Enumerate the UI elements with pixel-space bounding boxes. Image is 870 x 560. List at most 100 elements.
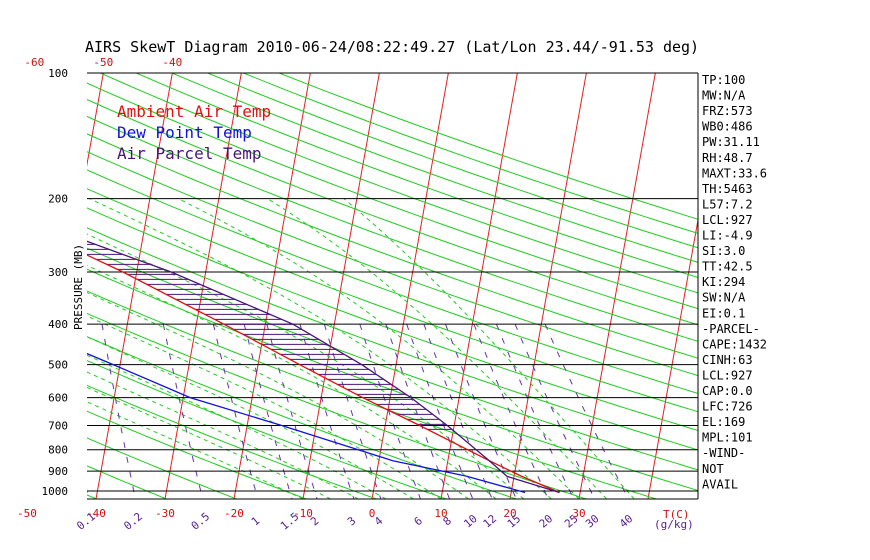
chart-title: AIRS SkewT Diagram 2010-06-24/08:22:49.2… <box>85 38 699 56</box>
moist-adiabat-line <box>87 291 469 499</box>
dry-adiabat-line <box>100 73 698 294</box>
bottom-temp-tick-label: 0 <box>369 507 376 520</box>
mixing-ratio-line <box>266 324 318 499</box>
bottom-temp-tick-label: 20 <box>503 507 516 520</box>
stat-entry: LI:-4.9 <box>702 229 753 243</box>
ambient-air-temp-line <box>87 254 560 494</box>
stat-entry: CAP:0.0 <box>702 384 753 398</box>
stat-entry: L57:7.2 <box>702 197 753 211</box>
legend-entry: Air Parcel Temp <box>117 144 262 163</box>
moist-adiabat-line <box>87 233 525 499</box>
mixing-ratio-label: 30 <box>583 512 602 530</box>
bottom-temperature-tick-labels: -50 -40 -30 -20 -10 0 10 20 30 <box>17 507 586 520</box>
pressure-tick-label: 1000 <box>42 485 69 498</box>
y-axis-label: PRESSURE (MB) <box>72 244 85 330</box>
isotherm-line <box>95 73 173 499</box>
isotherm-line <box>0 73 34 499</box>
dry-adiabat-line <box>87 82 698 310</box>
dry-adiabat-line <box>136 73 698 279</box>
dry-adiabat-line <box>87 188 698 413</box>
pressure-tick-label: 900 <box>48 465 68 478</box>
mixing-ratio-line <box>101 324 136 499</box>
dry-adiabat-line <box>87 207 698 432</box>
mixing-ratio-label: 12 <box>481 512 500 530</box>
mixing-ratio-line <box>385 324 451 499</box>
legend-entry: Dew Point Temp <box>117 123 252 142</box>
mixing-ratio-line <box>406 324 474 499</box>
stat-entry: MAXT:33.6 <box>702 166 767 180</box>
bottom-temp-tick-label: 30 <box>572 507 585 520</box>
mixing-ratio-line <box>323 324 382 499</box>
bottom-temp-tick-label: -20 <box>224 507 244 520</box>
dry-adiabat-line <box>243 73 698 234</box>
mixing-ratio-line <box>423 324 493 499</box>
stat-entry: EL:169 <box>702 415 745 429</box>
background-grid <box>0 73 862 499</box>
plot-frame <box>87 73 699 500</box>
top-temp-tick-label: -50 <box>93 56 113 69</box>
mixing-ratio-line <box>299 324 355 499</box>
isotherm-line <box>302 73 380 499</box>
stat-entry: SW:N/A <box>702 291 746 305</box>
pressure-tick-label: 400 <box>48 318 68 331</box>
stat-entry: TH:5463 <box>702 182 753 196</box>
stat-entry: -PARCEL- <box>702 322 760 336</box>
mixing-ratio-label: 6 <box>412 514 425 528</box>
dry-adiabat-line <box>87 115 698 342</box>
pressure-tick-label: 300 <box>48 266 68 279</box>
dry-adiabat-line <box>87 410 307 499</box>
moist-adiabat-line <box>343 198 635 499</box>
mixing-ratio-line <box>359 324 421 499</box>
dew-point-temp-line <box>87 352 526 494</box>
top-temperature-tick-labels: -120-110-100-90-80-70-60-50-40 <box>24 56 182 69</box>
mixing-ratio-label: 2 <box>308 514 321 528</box>
stat-entry: NOT <box>702 462 724 476</box>
stat-entry: RH:48.7 <box>702 151 753 165</box>
bottom-temp-tick-label: -30 <box>155 507 175 520</box>
pressure-tick-label: 800 <box>48 444 68 457</box>
dry-adiabat-line <box>87 465 167 499</box>
mixing-ratio-label: 4 <box>372 514 386 528</box>
mixing-ratio-line <box>162 324 204 499</box>
isotherm-line <box>233 73 311 499</box>
mixing-ratio-line <box>495 324 575 499</box>
bottom-temp-tick-label: -10 <box>293 507 313 520</box>
mixing-ratio-line <box>445 324 517 499</box>
stat-entry: SI:3.0 <box>702 244 745 258</box>
bottom-temp-tick-label: 10 <box>434 507 447 520</box>
mixing-ratio-line <box>212 324 259 499</box>
isotherm-line <box>440 73 518 499</box>
isotherm-line <box>509 73 587 499</box>
mixing-ratio-line <box>514 324 596 499</box>
moist-adiabat-line <box>89 198 552 499</box>
dry-adiabat-line <box>87 437 237 499</box>
moist-adiabat-line <box>87 386 331 499</box>
stat-entry: TP:100 <box>702 73 745 87</box>
isotherm-line <box>786 73 862 499</box>
moist-adiabat-line <box>87 264 497 499</box>
dry-adiabat-line <box>207 73 698 249</box>
moist-adiabat-line <box>87 401 304 499</box>
isotherm-line <box>371 73 449 499</box>
stat-entry: LFC:726 <box>702 400 753 414</box>
isotherm-line <box>87 73 104 168</box>
moist-adiabat-line <box>87 315 442 499</box>
moist-adiabat-lines <box>87 198 635 499</box>
mixing-ratio-label: 3 <box>345 514 358 528</box>
mixing-ratio-label: 10 <box>461 512 480 530</box>
dry-adiabat-line <box>171 73 698 263</box>
pressure-tick-label: 100 <box>48 67 68 80</box>
stat-entry: CINH:63 <box>702 353 753 367</box>
stat-entry: KI:294 <box>702 275 745 289</box>
stat-entry: LCL:927 <box>702 213 753 227</box>
stat-entry: TT:42.5 <box>702 260 753 274</box>
dry-adiabat-line <box>87 336 517 499</box>
stat-entry: MW:N/A <box>702 89 746 103</box>
bottom-temp-tick-label: -40 <box>86 507 106 520</box>
dry-adiabat-line <box>87 268 698 492</box>
dry-adiabat-line <box>87 99 698 326</box>
stat-entry: CAPE:1432 <box>702 337 767 351</box>
stat-entry: PW:31.11 <box>702 135 760 149</box>
